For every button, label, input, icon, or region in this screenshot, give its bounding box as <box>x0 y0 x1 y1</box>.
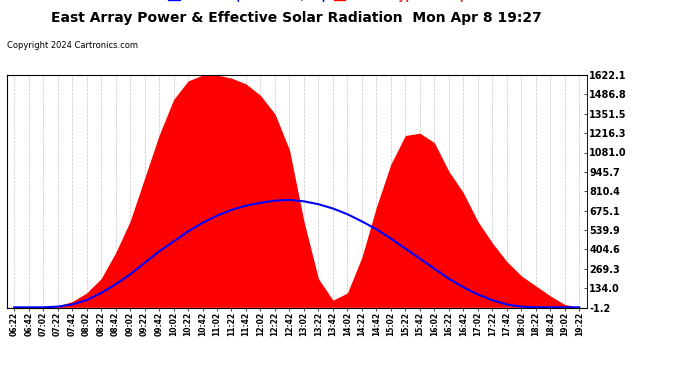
Text: East Array Power & Effective Solar Radiation  Mon Apr 8 19:27: East Array Power & Effective Solar Radia… <box>51 11 542 25</box>
Text: Copyright 2024 Cartronics.com: Copyright 2024 Cartronics.com <box>7 41 138 50</box>
Legend: Radiation(Effective w/m2), East Array(DC Watts): Radiation(Effective w/m2), East Array(DC… <box>168 0 464 2</box>
